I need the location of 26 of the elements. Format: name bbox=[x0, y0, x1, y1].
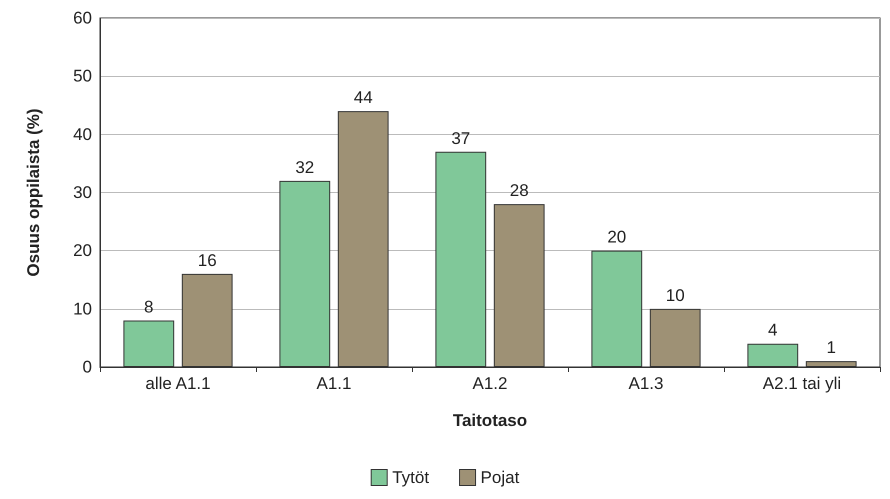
x-axis-title: Taitotaso bbox=[452, 411, 528, 430]
y-tick-label: 10 bbox=[73, 299, 92, 318]
x-tick-label: A1.3 bbox=[628, 374, 664, 393]
legend-label: Tytöt bbox=[392, 468, 430, 487]
x-tick-label: A1.2 bbox=[472, 374, 508, 393]
legend-label: Pojat bbox=[480, 468, 520, 487]
data-label: 44 bbox=[354, 88, 373, 108]
data-label: 8 bbox=[144, 297, 154, 316]
y-axis-title: Osuus oppilaista (%) bbox=[24, 108, 43, 277]
data-label: 10 bbox=[666, 286, 685, 305]
y-tick-label: 0 bbox=[82, 358, 92, 376]
y-tick-label: 50 bbox=[73, 66, 92, 86]
data-label: 1 bbox=[826, 338, 836, 358]
data-label: 37 bbox=[451, 128, 470, 148]
y-tick-label: 60 bbox=[73, 8, 92, 28]
data-label: 20 bbox=[607, 228, 626, 247]
data-label: 4 bbox=[768, 320, 778, 340]
x-tick-label: A1.1 bbox=[316, 374, 352, 393]
data-label: 16 bbox=[198, 250, 217, 270]
y-tick-label: 20 bbox=[73, 241, 92, 260]
x-tick-label: alle A1.1 bbox=[145, 374, 211, 393]
x-tick-label: A2.1 tai yli bbox=[762, 374, 842, 393]
data-label: 28 bbox=[510, 181, 529, 200]
data-label: 32 bbox=[295, 158, 314, 177]
y-tick-label: 30 bbox=[73, 183, 92, 202]
y-tick-label: 40 bbox=[73, 124, 92, 144]
